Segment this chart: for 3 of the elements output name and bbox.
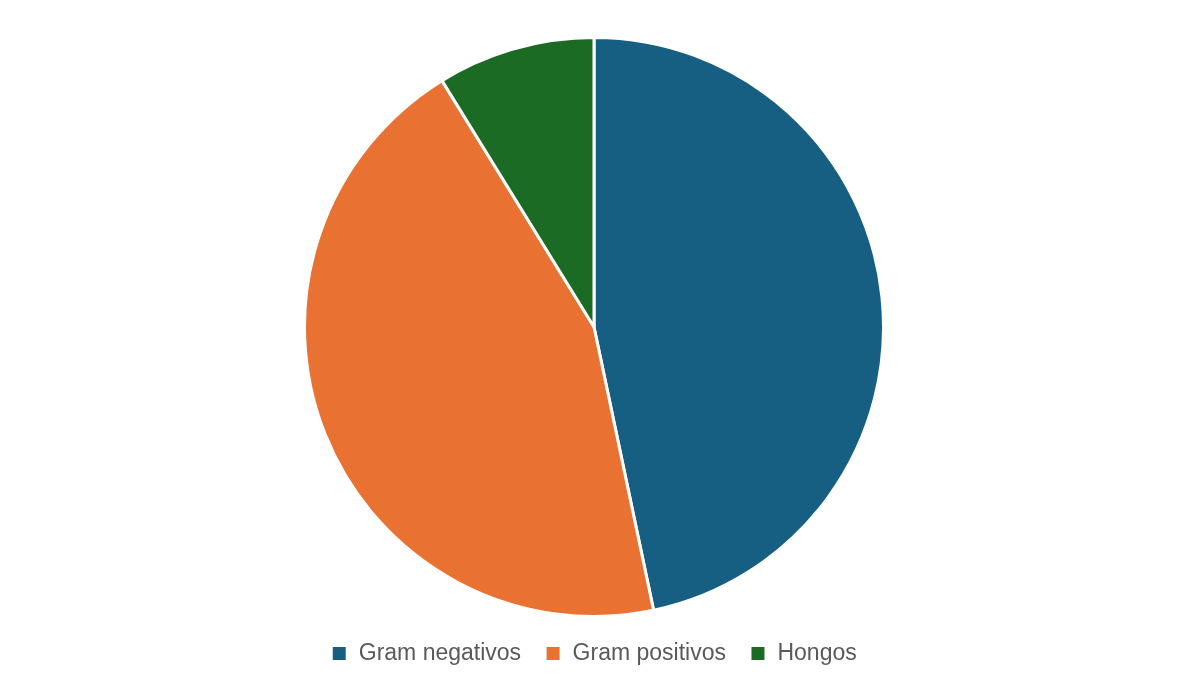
legend-label: Gram negativos [358, 638, 522, 665]
legend-label: Hongos [777, 638, 857, 665]
legend-label: Gram positivos [572, 638, 726, 665]
